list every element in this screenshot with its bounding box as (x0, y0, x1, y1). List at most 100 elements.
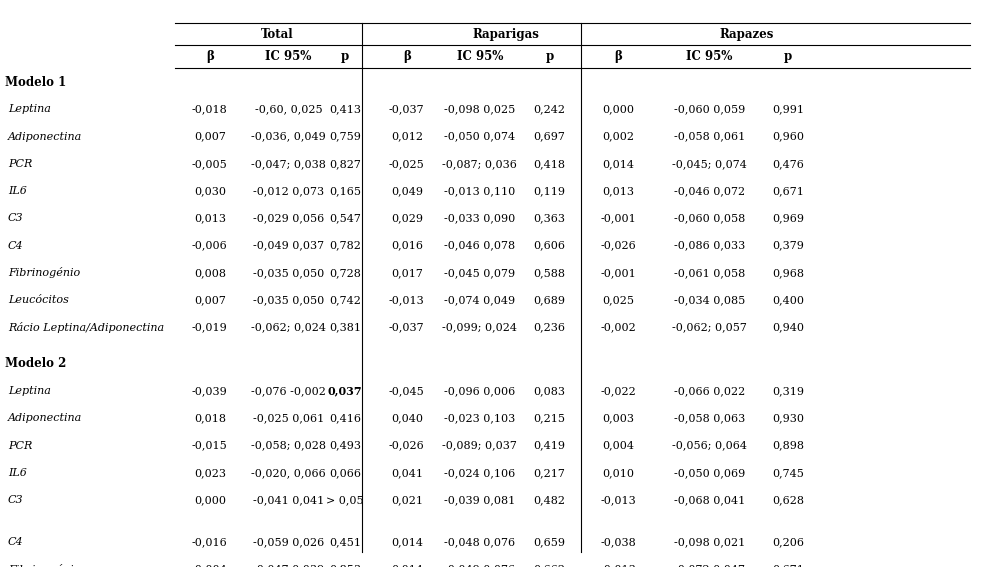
Text: -0,004: -0,004 (192, 564, 228, 567)
Text: Rapazes: Rapazes (719, 28, 773, 40)
Text: p: p (546, 50, 554, 63)
Text: -0,033 0,090: -0,033 0,090 (444, 213, 515, 223)
Text: C4: C4 (8, 537, 24, 547)
Text: 0,000: 0,000 (194, 495, 226, 505)
Text: 0,745: 0,745 (772, 468, 804, 478)
Text: 0,012: 0,012 (391, 132, 423, 142)
Text: -0,013 0,110: -0,013 0,110 (444, 186, 515, 196)
Text: 0,013: 0,013 (194, 213, 226, 223)
Text: -0,029 0,056: -0,029 0,056 (253, 213, 324, 223)
Text: -0,039 0,081: -0,039 0,081 (444, 495, 515, 505)
Text: 0,930: 0,930 (772, 413, 804, 424)
Text: -0,047; 0,038: -0,047; 0,038 (251, 159, 326, 169)
Text: 0,547: 0,547 (329, 213, 361, 223)
Text: Modelo 1: Modelo 1 (5, 76, 66, 88)
Text: 0,381: 0,381 (329, 322, 361, 332)
Text: 0,742: 0,742 (329, 295, 361, 305)
Text: Adiponectina: Adiponectina (8, 413, 82, 424)
Text: 0,010: 0,010 (603, 468, 634, 478)
Text: PCR: PCR (8, 441, 33, 451)
Text: 0,013: 0,013 (603, 186, 634, 196)
Text: -0,072 0,047: -0,072 0,047 (674, 564, 745, 567)
Text: 0,119: 0,119 (534, 186, 565, 196)
Text: 0,319: 0,319 (772, 386, 804, 396)
Text: 0,217: 0,217 (534, 468, 565, 478)
Text: -0,026: -0,026 (601, 240, 636, 251)
Text: -0,098 0,025: -0,098 0,025 (444, 104, 515, 115)
Text: -0,037: -0,037 (389, 104, 425, 115)
Text: 0,413: 0,413 (329, 104, 361, 115)
Text: > 0,05: > 0,05 (326, 495, 363, 505)
Text: Raparigas: Raparigas (473, 28, 540, 40)
Text: -0,018: -0,018 (192, 104, 228, 115)
Text: -0,049 0,037: -0,049 0,037 (253, 240, 324, 251)
Text: 0,016: 0,016 (391, 240, 423, 251)
Text: 0,066: 0,066 (329, 468, 361, 478)
Text: -0,049 0,076: -0,049 0,076 (444, 564, 515, 567)
Text: Leptina: Leptina (8, 104, 51, 115)
Text: -0,013: -0,013 (389, 295, 425, 305)
Text: -0,046 0,072: -0,046 0,072 (674, 186, 745, 196)
Text: -0,098 0,021: -0,098 0,021 (674, 537, 745, 547)
Text: 0,418: 0,418 (534, 159, 565, 169)
Text: -0,050 0,069: -0,050 0,069 (674, 468, 745, 478)
Text: 0,037: 0,037 (327, 386, 362, 397)
Text: PCR: PCR (8, 159, 33, 169)
Text: 0,689: 0,689 (534, 295, 565, 305)
Text: Total: Total (261, 28, 294, 40)
Text: -0,005: -0,005 (192, 159, 228, 169)
Text: -0,013: -0,013 (601, 564, 636, 567)
Text: 0,017: 0,017 (391, 268, 423, 278)
Text: 0,018: 0,018 (194, 413, 226, 424)
Text: 0,671: 0,671 (772, 564, 804, 567)
Text: -0,037: -0,037 (389, 322, 425, 332)
Text: 0,083: 0,083 (534, 386, 565, 396)
Text: -0,038: -0,038 (601, 537, 636, 547)
Text: 0,004: 0,004 (603, 441, 634, 451)
Text: -0,045: -0,045 (389, 386, 425, 396)
Text: 0,606: 0,606 (534, 240, 565, 251)
Text: 0,991: 0,991 (772, 104, 804, 115)
Text: -0,048 0,076: -0,048 0,076 (444, 537, 515, 547)
Text: 0,007: 0,007 (194, 295, 226, 305)
Text: p: p (341, 50, 349, 63)
Text: -0,059 0,026: -0,059 0,026 (253, 537, 324, 547)
Text: -0,060 0,058: -0,060 0,058 (674, 213, 745, 223)
Text: 0,363: 0,363 (534, 213, 565, 223)
Text: Rácio Leptina/Adiponectina: Rácio Leptina/Adiponectina (8, 321, 164, 333)
Text: -0,061 0,058: -0,061 0,058 (674, 268, 745, 278)
Text: 0,400: 0,400 (772, 295, 804, 305)
Text: β: β (403, 50, 411, 63)
Text: -0,074 0,049: -0,074 0,049 (444, 295, 515, 305)
Text: 0,588: 0,588 (534, 268, 565, 278)
Text: C3: C3 (8, 495, 24, 505)
Text: 0,000: 0,000 (603, 104, 634, 115)
Text: -0,058 0,063: -0,058 0,063 (674, 413, 745, 424)
Text: -0,050 0,074: -0,050 0,074 (444, 132, 515, 142)
Text: 0,002: 0,002 (603, 132, 634, 142)
Text: 0,165: 0,165 (329, 186, 361, 196)
Text: 0,025: 0,025 (603, 295, 634, 305)
Text: 0,659: 0,659 (534, 537, 565, 547)
Text: -0,024 0,106: -0,024 0,106 (444, 468, 515, 478)
Text: 0,960: 0,960 (772, 132, 804, 142)
Text: 0,049: 0,049 (391, 186, 423, 196)
Text: 0,014: 0,014 (391, 564, 423, 567)
Text: 0,662: 0,662 (534, 564, 565, 567)
Text: -0,045 0,079: -0,045 0,079 (444, 268, 515, 278)
Text: 0,029: 0,029 (391, 213, 423, 223)
Text: -0,034 0,085: -0,034 0,085 (674, 295, 745, 305)
Text: -0,60, 0,025: -0,60, 0,025 (255, 104, 322, 115)
Text: -0,076 -0,002: -0,076 -0,002 (251, 386, 326, 396)
Text: -0,047 0,039: -0,047 0,039 (253, 564, 324, 567)
Text: 0,898: 0,898 (772, 441, 804, 451)
Text: 0,030: 0,030 (194, 186, 226, 196)
Text: -0,013: -0,013 (601, 495, 636, 505)
Text: -0,035 0,050: -0,035 0,050 (253, 295, 324, 305)
Text: -0,058; 0,028: -0,058; 0,028 (251, 441, 326, 451)
Text: -0,056; 0,064: -0,056; 0,064 (672, 441, 747, 451)
Text: -0,062; 0,024: -0,062; 0,024 (251, 322, 326, 332)
Text: 0,476: 0,476 (772, 159, 804, 169)
Text: 0,493: 0,493 (329, 441, 361, 451)
Text: -0,015: -0,015 (192, 441, 228, 451)
